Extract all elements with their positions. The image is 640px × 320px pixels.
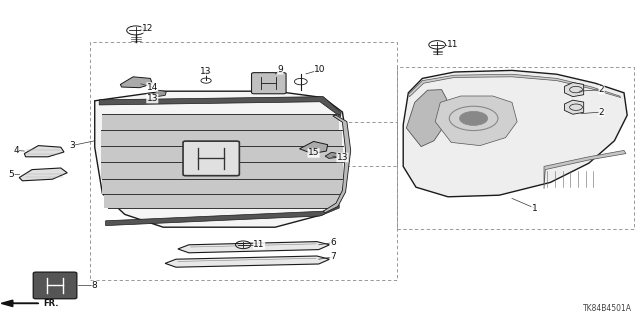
Text: 13: 13	[337, 153, 348, 162]
Text: 6: 6	[330, 238, 335, 247]
Bar	[102, 114, 339, 130]
Polygon shape	[406, 90, 447, 147]
Polygon shape	[408, 74, 621, 98]
Text: 2: 2	[599, 108, 604, 116]
Polygon shape	[323, 115, 351, 213]
Polygon shape	[435, 96, 517, 146]
Text: FR.: FR.	[43, 299, 58, 308]
Polygon shape	[544, 150, 626, 189]
Text: 11: 11	[253, 240, 265, 249]
FancyArrow shape	[1, 300, 38, 307]
Text: 2: 2	[599, 85, 604, 94]
Text: 15: 15	[308, 148, 319, 157]
FancyBboxPatch shape	[33, 272, 77, 299]
Bar	[101, 146, 343, 162]
Bar	[101, 130, 342, 146]
Polygon shape	[24, 146, 64, 157]
Text: 14: 14	[147, 83, 158, 92]
Text: 4: 4	[13, 146, 19, 155]
Text: TK84B4501A: TK84B4501A	[583, 304, 632, 313]
Text: 13: 13	[147, 94, 158, 103]
Polygon shape	[120, 77, 152, 88]
Circle shape	[460, 111, 488, 125]
Text: 5: 5	[9, 170, 14, 179]
FancyBboxPatch shape	[252, 73, 286, 94]
Polygon shape	[106, 205, 339, 226]
Polygon shape	[152, 90, 166, 97]
Polygon shape	[99, 97, 341, 117]
Text: 8: 8	[92, 281, 97, 290]
Text: 11: 11	[447, 40, 459, 49]
Polygon shape	[19, 168, 67, 181]
Bar	[104, 194, 339, 208]
Polygon shape	[95, 91, 349, 227]
Bar	[101, 162, 343, 179]
Text: 9: 9	[278, 65, 283, 74]
Polygon shape	[178, 242, 330, 253]
FancyBboxPatch shape	[183, 141, 239, 176]
Polygon shape	[165, 256, 330, 267]
Text: 1: 1	[532, 204, 537, 212]
Text: 13: 13	[200, 67, 212, 76]
Text: 10: 10	[314, 65, 326, 74]
Polygon shape	[403, 70, 627, 197]
Polygon shape	[564, 100, 584, 114]
Text: 12: 12	[141, 24, 153, 33]
Text: 7: 7	[330, 252, 335, 261]
Polygon shape	[325, 152, 338, 158]
Polygon shape	[300, 141, 328, 154]
Text: 3: 3	[69, 141, 74, 150]
Bar	[102, 179, 342, 194]
Polygon shape	[564, 83, 584, 97]
